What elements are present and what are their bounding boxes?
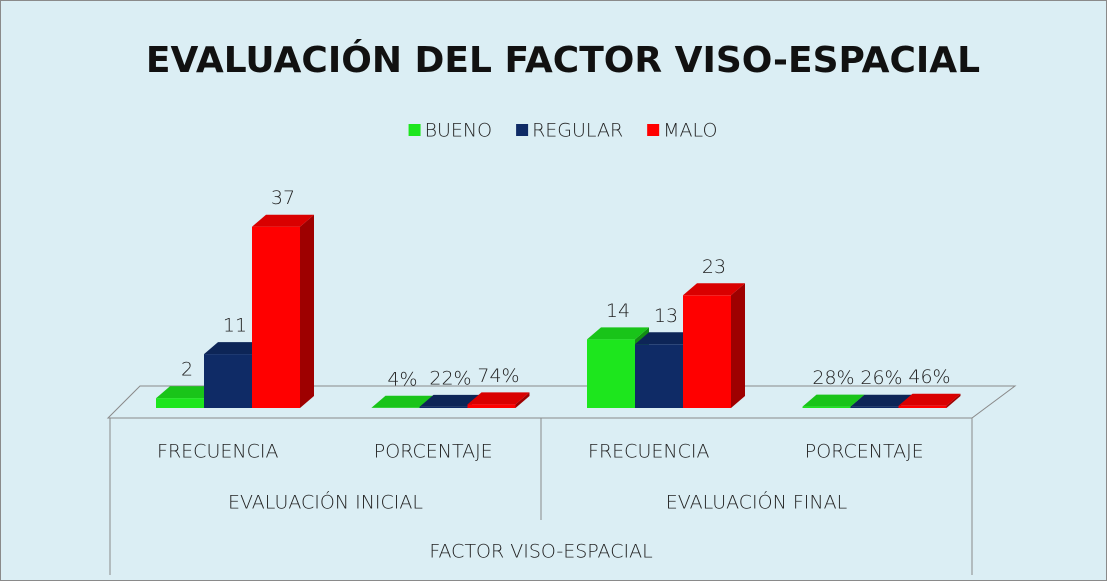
- data-label: 22%: [429, 367, 471, 389]
- bar-side: [515, 392, 530, 408]
- bar-top: [683, 283, 745, 296]
- bar: [156, 398, 204, 408]
- x-tick-label: FRECUENCIA: [588, 441, 709, 463]
- bar: [204, 354, 252, 408]
- bar: [467, 404, 516, 408]
- group-label: EVALUACIÓN INICIAL: [228, 490, 423, 514]
- bar-side: [300, 214, 314, 408]
- x-tick-label: PORCENTAJE: [805, 441, 924, 463]
- super-group-label: FACTOR VISO-ESPACIAL: [429, 541, 652, 563]
- bar-top: [371, 395, 434, 408]
- bar: [635, 344, 683, 408]
- data-label: 2: [181, 359, 193, 381]
- legend-label: REGULAR: [532, 120, 623, 142]
- bar: [802, 406, 851, 408]
- chart-title: EVALUACIÓN DEL FACTOR VISO-ESPACIAL: [146, 39, 980, 81]
- bar-top: [419, 394, 482, 407]
- bar-top: [252, 214, 314, 227]
- bar: [850, 406, 899, 408]
- bar: [419, 406, 468, 408]
- data-label: 37: [271, 187, 295, 209]
- bar: [683, 295, 731, 408]
- bar-top: [204, 342, 266, 355]
- legend-swatch: [408, 124, 421, 136]
- legend-swatch: [647, 124, 660, 136]
- data-label: 11: [223, 315, 247, 337]
- data-label: 4%: [387, 368, 417, 390]
- data-label: 13: [654, 305, 678, 327]
- bar: [898, 405, 947, 408]
- data-label: 26%: [860, 367, 902, 389]
- bar: [252, 226, 300, 408]
- legend-label: BUENO: [425, 120, 493, 142]
- bar-side: [731, 283, 745, 408]
- legend-swatch: [516, 124, 529, 136]
- bar-top: [850, 394, 913, 407]
- bar-top: [587, 327, 649, 340]
- bar-top: [802, 394, 865, 407]
- x-tick-label: FRECUENCIA: [157, 441, 278, 463]
- group-label: EVALUACIÓN FINAL: [666, 490, 847, 514]
- data-label: 46%: [908, 366, 950, 388]
- data-label: 28%: [812, 367, 854, 389]
- bar-side: [946, 393, 961, 408]
- legend-label: MALO: [663, 120, 717, 142]
- data-label: 23: [702, 256, 726, 278]
- data-label: 14: [606, 300, 630, 322]
- x-tick-label: PORCENTAJE: [374, 441, 493, 463]
- bar-top: [467, 392, 530, 405]
- bar-top: [635, 332, 697, 345]
- bar-top: [898, 393, 961, 406]
- data-label: 74%: [477, 365, 519, 387]
- bar: [587, 339, 635, 408]
- floor: [106, 385, 1017, 419]
- bar-top: [156, 386, 218, 399]
